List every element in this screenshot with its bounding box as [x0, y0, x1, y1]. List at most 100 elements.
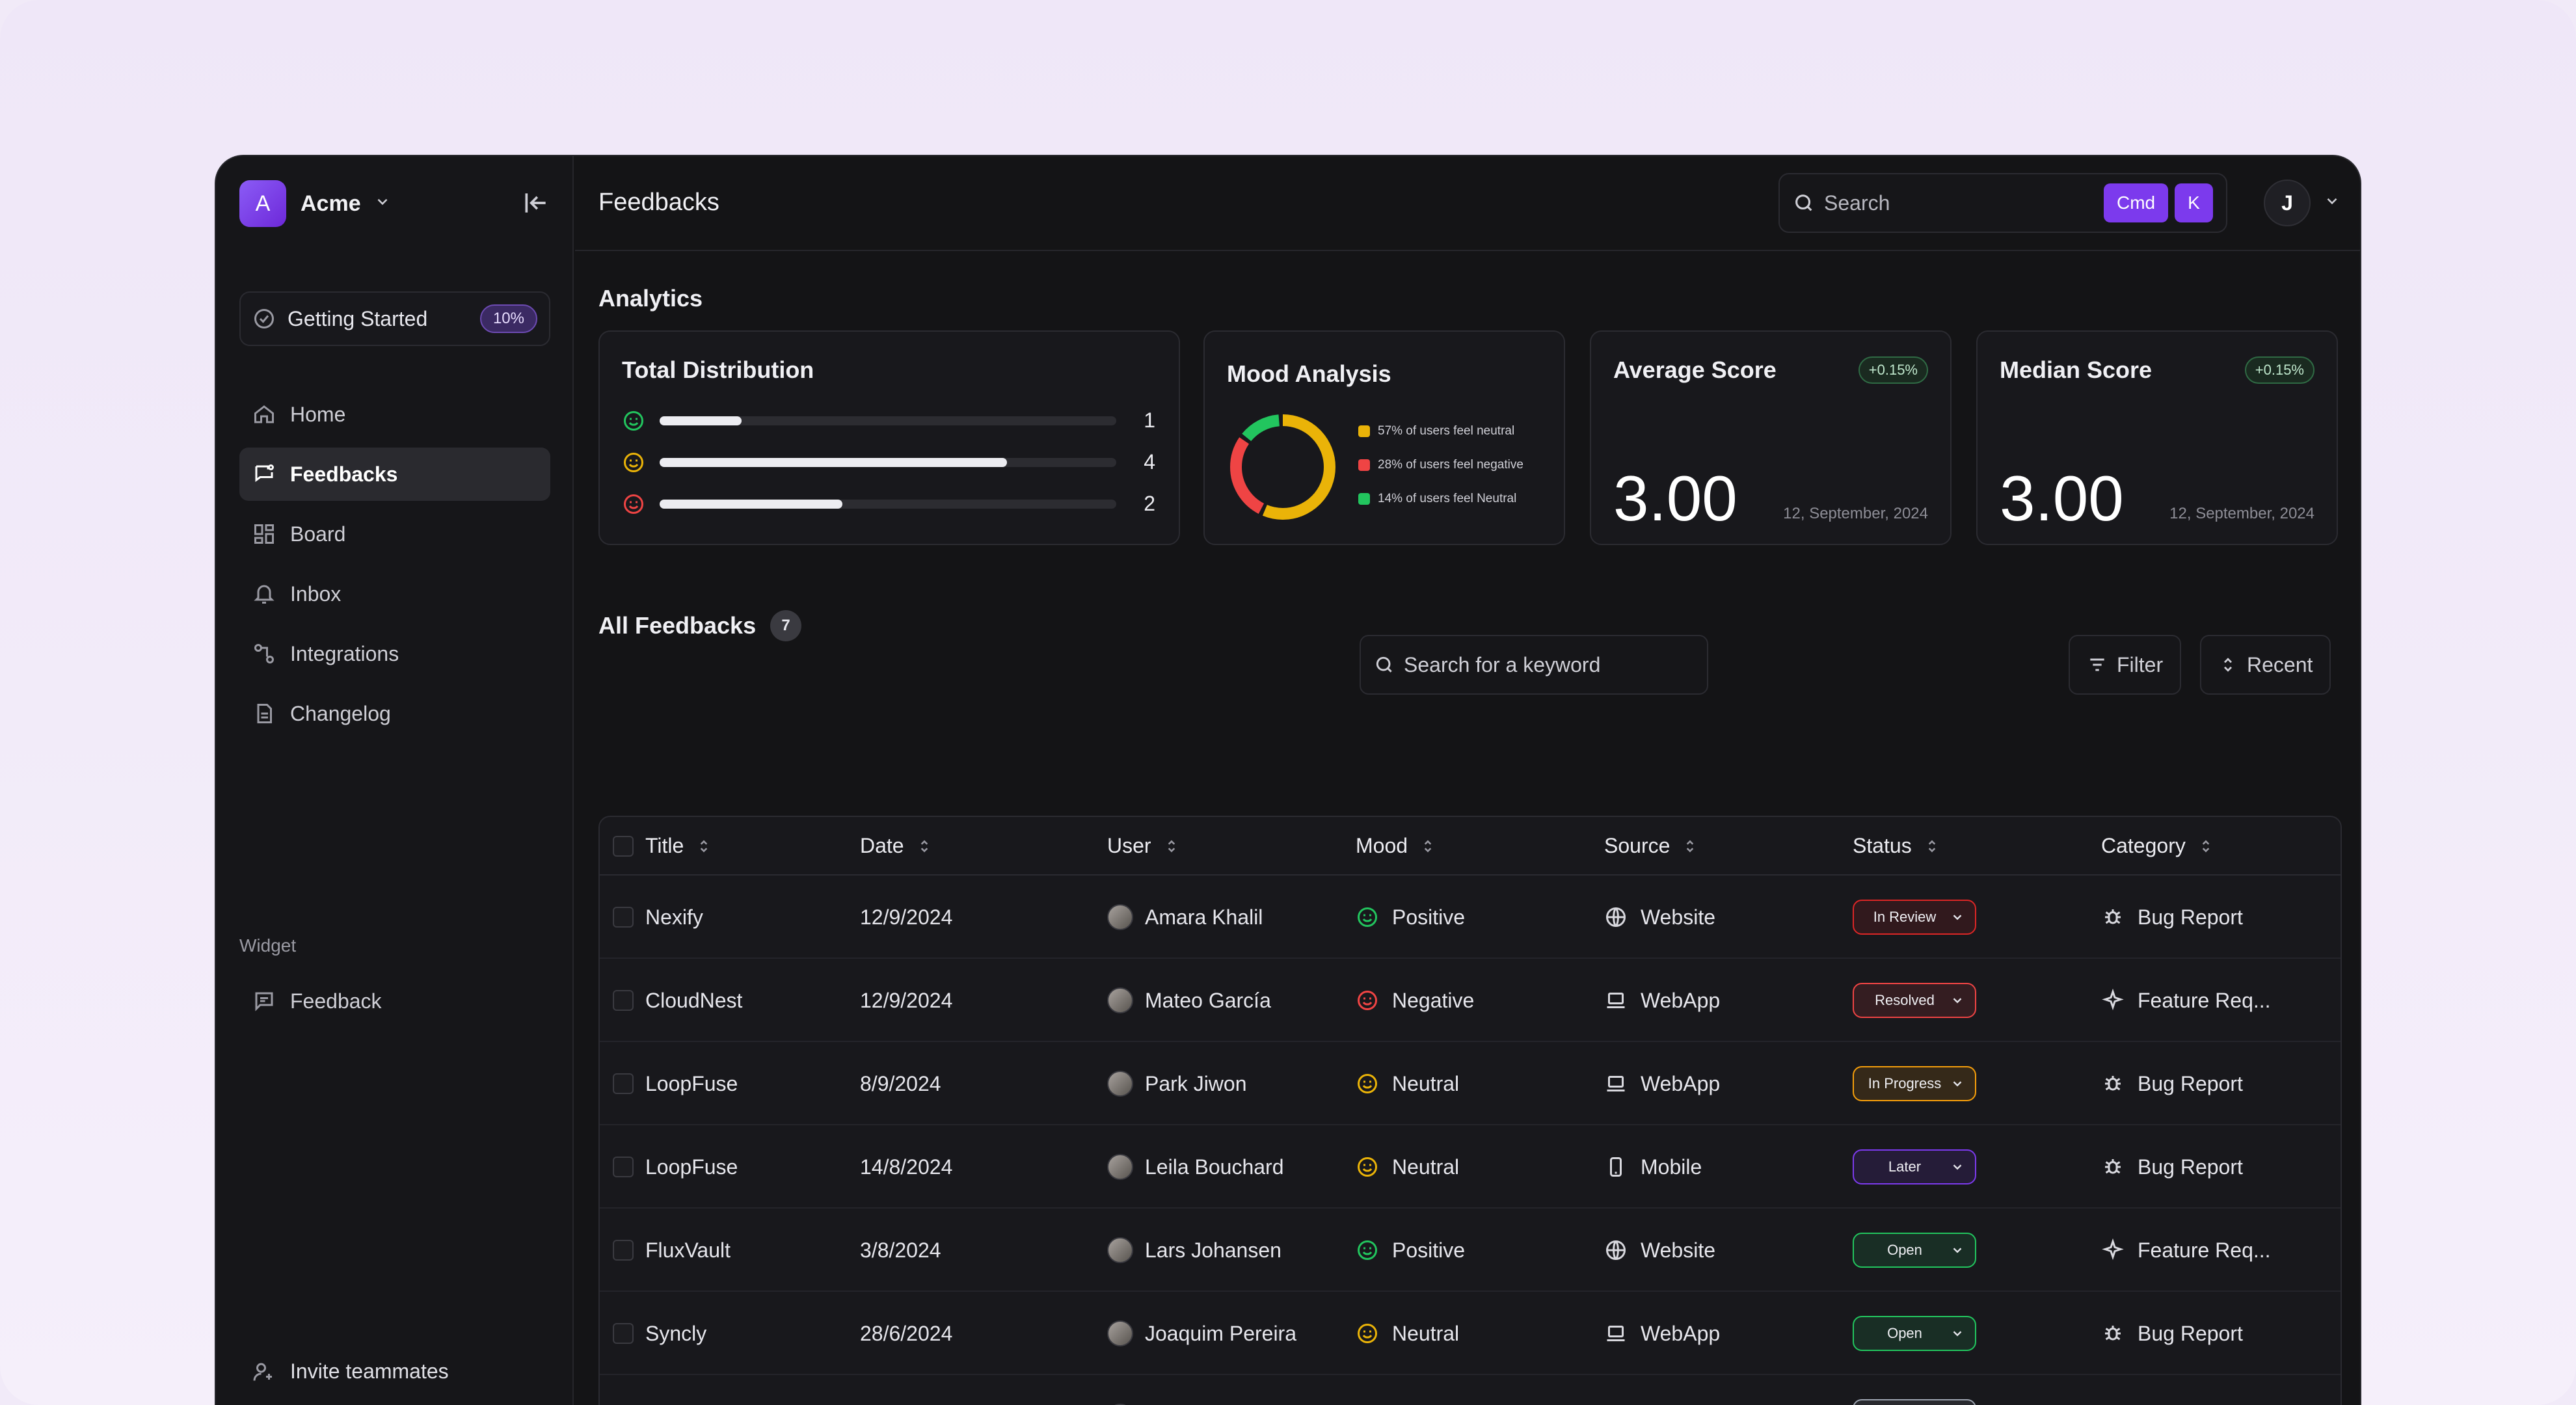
sidebar-item-feedback-widget[interactable]: Feedback [239, 974, 550, 1028]
cell-source: Website [1604, 876, 1715, 959]
cell-user: Mateo García [1107, 959, 1271, 1042]
chevron-down-icon [1953, 1081, 1962, 1087]
search-icon [1376, 656, 1392, 673]
user-avatar[interactable]: J [2264, 180, 2311, 226]
row-checkbox[interactable] [613, 1157, 634, 1177]
source-label: Mobile [1641, 1155, 1702, 1179]
column-header-label: Title [645, 834, 684, 857]
search-icon [1795, 194, 1812, 211]
widget-nav: Feedback [239, 974, 550, 1034]
chevron-down-icon [1953, 998, 1962, 1004]
category-label: Feature Req... [2138, 988, 2271, 1012]
source-label: Website [1641, 905, 1716, 929]
card-title: Median Score [2000, 356, 2153, 383]
cell-source: WebApp [1604, 1375, 1720, 1405]
mood-label: Neutral [1392, 1071, 1460, 1095]
user-name: Leila Bouchard [1145, 1155, 1284, 1179]
status-dropdown[interactable]: Closed [1853, 1399, 1976, 1405]
avatar [1107, 1320, 1133, 1346]
table-header: Title Date User Mood Source Status Category [600, 817, 2341, 876]
sidebar-item-changelog[interactable]: Changelog [239, 687, 550, 740]
table-row[interactable]: Syncly 28/6/2024 Joaquim Pereira Neutral Web… [600, 1292, 2341, 1375]
cell-mood: Neutral [1356, 1042, 1459, 1125]
sparkle-icon [2102, 989, 2124, 1011]
select-all-checkbox[interactable] [613, 836, 634, 857]
table-row[interactable]: CloudNest 12/9/2024 Mateo García Negative We… [600, 959, 2341, 1042]
cell-title: LoopFuse [645, 1155, 738, 1179]
row-checkbox[interactable] [613, 1323, 634, 1344]
distribution-fill [660, 457, 1007, 467]
status-dropdown[interactable]: Open [1853, 1233, 1976, 1268]
search-input[interactable] [1824, 191, 2097, 215]
column-header-category[interactable]: Category [2101, 834, 2214, 858]
filter-button[interactable]: Filter [2069, 635, 2182, 695]
all-feedbacks-title: All Feedbacks [598, 612, 757, 639]
cell-status: Closed [1853, 1375, 1976, 1405]
sidebar-item-inbox[interactable]: Inbox [239, 567, 550, 621]
mood-neutral-icon [1358, 1157, 1377, 1177]
column-header-title[interactable]: Title [645, 834, 712, 858]
row-checkbox[interactable] [613, 990, 634, 1011]
status-label: Open [1887, 1325, 1922, 1341]
table-row[interactable]: LoopFuse 14/8/2024 Leila Bouchard Neutral Mo… [600, 1125, 2341, 1209]
row-checkbox[interactable] [613, 1240, 634, 1261]
distribution-value: 4 [1144, 450, 1155, 474]
mood-neutral-icon [1358, 1324, 1377, 1343]
global-search[interactable]: Cmd K [1778, 173, 2227, 233]
page-title: Feedbacks [598, 189, 719, 216]
mood-label: Neutral [1392, 1321, 1460, 1345]
chevron-down-icon [1953, 1164, 1962, 1170]
app-window: A Acme Getting Started 10% Home Feedback… [215, 155, 2361, 1405]
row-checkbox[interactable] [613, 1073, 634, 1094]
invite-teammates-button[interactable]: Invite teammates [252, 1359, 449, 1384]
column-header-mood[interactable]: Mood [1356, 834, 1436, 858]
sidebar-item-integrations[interactable]: Integrations [239, 627, 550, 680]
workspace-switcher[interactable]: A Acme [239, 180, 391, 228]
category-label: Bug Report [2138, 1071, 2243, 1095]
sort-label: Recent [2247, 652, 2313, 676]
column-header-source[interactable]: Source [1604, 834, 1698, 858]
cell-user: Sofia Popescu [1107, 1375, 1279, 1405]
globe-icon [1606, 1240, 1626, 1260]
table-row[interactable]: FluxVault 3/8/2024 Lars Johansen Positive We… [600, 1209, 2341, 1292]
score-date: 12, September, 2024 [2169, 505, 2314, 522]
cell-mood: Neutral [1356, 1292, 1459, 1375]
status-label: Open [1887, 1242, 1922, 1258]
cell-status: In Review [1853, 876, 1976, 959]
cell-category: Feature Req... [2101, 959, 2271, 1042]
laptop-icon [1607, 993, 1625, 1008]
status-dropdown[interactable]: In Progress [1853, 1066, 1976, 1101]
sort-recent-button[interactable]: Recent [2200, 635, 2331, 695]
status-dropdown[interactable]: Resolved [1853, 983, 1976, 1018]
collapse-sidebar-icon[interactable] [522, 189, 550, 217]
laptop-icon [1607, 1326, 1625, 1341]
bug-icon [2105, 1326, 2121, 1341]
row-checkbox[interactable] [613, 907, 634, 928]
table-row[interactable]: LoopFuse 24/6/2024 Sofia Popescu Positive We… [600, 1375, 2341, 1405]
keyword-search[interactable] [1360, 635, 1708, 695]
sidebar-item-home[interactable]: Home [239, 388, 550, 441]
column-header-date[interactable]: Date [860, 834, 933, 858]
main-nav: Home Feedbacks Board Inbox Integrations … [239, 388, 550, 747]
all-feedbacks-heading: All Feedbacks 7 [598, 610, 802, 641]
table-row[interactable]: Nexify 12/9/2024 Amara Khalil Positive Websi… [600, 876, 2341, 959]
status-dropdown[interactable]: Open [1853, 1316, 1976, 1351]
table-row[interactable]: LoopFuse 8/9/2024 Park Jiwon Neutral WebApp I… [600, 1042, 2341, 1125]
column-header-status[interactable]: Status [1853, 834, 1940, 858]
sidebar-item-board[interactable]: Board [239, 507, 550, 561]
status-dropdown[interactable]: Later [1853, 1149, 1976, 1184]
check-circle-icon [254, 309, 274, 328]
column-header-user[interactable]: User [1107, 834, 1180, 858]
cell-status: Open [1853, 1209, 1976, 1292]
sidebar-item-label: Board [290, 522, 346, 546]
card-title: Mood Analysis [1227, 360, 1391, 387]
keyword-search-input[interactable] [1404, 652, 1690, 677]
chevron-down-icon[interactable] [2324, 193, 2341, 214]
invite-label: Invite teammates [290, 1359, 449, 1383]
sidebar-item-feedbacks[interactable]: Feedbacks [239, 448, 550, 501]
status-dropdown[interactable]: In Review [1853, 900, 1976, 935]
getting-started-card[interactable]: Getting Started 10% [239, 291, 550, 346]
sort-icon [1424, 840, 1432, 852]
sort-icon [1168, 840, 1175, 852]
donut-slice [1230, 414, 1335, 520]
